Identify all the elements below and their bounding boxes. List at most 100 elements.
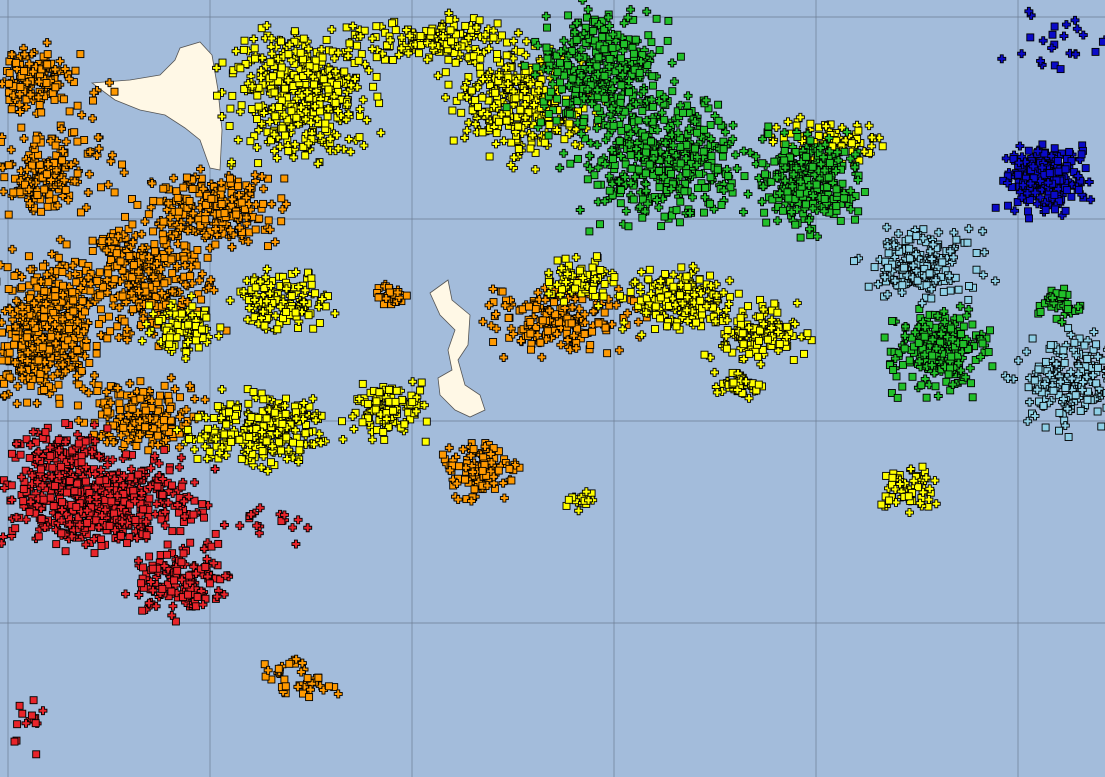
- plus-marker: [267, 199, 277, 209]
- plus-marker: [23, 348, 33, 357]
- square-marker: [180, 241, 189, 250]
- square-marker: [0, 379, 8, 388]
- square-marker: [70, 128, 79, 137]
- square-marker: [107, 256, 115, 264]
- plus-marker: [70, 269, 80, 279]
- square-marker: [73, 401, 82, 410]
- square-marker: [526, 317, 535, 326]
- square-marker: [331, 98, 340, 107]
- square-marker: [392, 386, 401, 395]
- plus-marker: [53, 201, 63, 211]
- square-marker: [52, 151, 61, 160]
- plus-marker: [583, 5, 593, 14]
- square-marker: [592, 252, 601, 261]
- plus-marker: [86, 279, 96, 289]
- square-marker: [86, 286, 95, 295]
- square-marker: [476, 54, 485, 63]
- square-marker: [531, 305, 540, 314]
- square-marker: [92, 349, 101, 358]
- square-marker: [475, 16, 484, 25]
- square-marker: [201, 200, 210, 209]
- square-marker: [133, 200, 142, 209]
- plus-marker: [76, 283, 86, 293]
- square-marker: [656, 293, 665, 302]
- square-marker: [165, 333, 174, 342]
- square-marker: [558, 285, 566, 294]
- square-marker: [290, 27, 299, 36]
- plus-marker: [930, 476, 940, 486]
- square-marker: [695, 275, 704, 284]
- square-marker: [402, 291, 411, 300]
- plus-marker: [251, 176, 260, 186]
- plus-marker: [0, 187, 8, 197]
- square-marker: [282, 308, 291, 316]
- square-marker: [273, 325, 282, 334]
- square-marker: [461, 21, 470, 30]
- plus-marker: [128, 237, 138, 247]
- square-marker: [151, 292, 160, 301]
- plus-marker: [441, 93, 450, 102]
- square-marker: [251, 225, 260, 234]
- square-marker: [40, 313, 49, 322]
- square-marker: [310, 80, 318, 89]
- square-marker: [380, 435, 389, 444]
- plus-marker: [245, 183, 255, 193]
- square-marker: [253, 115, 261, 123]
- square-marker: [676, 197, 685, 206]
- square-marker: [385, 385, 394, 394]
- square-marker: [154, 316, 163, 325]
- plus-marker: [17, 373, 27, 383]
- square-marker: [38, 343, 47, 352]
- square-marker: [40, 185, 49, 194]
- square-marker: [469, 52, 478, 61]
- square-marker: [610, 273, 619, 282]
- square-marker: [634, 165, 643, 174]
- square-marker: [237, 198, 246, 207]
- square-marker: [270, 88, 279, 97]
- square-marker: [478, 466, 487, 475]
- plus-marker: [931, 499, 941, 509]
- square-marker: [73, 101, 82, 110]
- square-marker: [271, 112, 280, 121]
- plus-marker: [195, 203, 205, 213]
- plus-marker: [152, 259, 162, 268]
- square-marker: [806, 119, 815, 128]
- plus-marker: [167, 286, 177, 296]
- square-marker: [159, 217, 168, 226]
- square-marker: [789, 356, 798, 364]
- plus-marker: [104, 236, 114, 246]
- square-marker: [274, 664, 283, 673]
- square-marker: [17, 283, 26, 292]
- square-marker: [724, 172, 733, 180]
- square-marker: [296, 48, 305, 57]
- plus-marker: [55, 235, 65, 245]
- square-marker: [318, 53, 327, 62]
- square-marker: [141, 406, 150, 415]
- square-marker: [729, 378, 738, 387]
- plus-marker: [102, 245, 112, 255]
- square-marker: [97, 183, 105, 192]
- square-marker: [514, 122, 523, 131]
- square-marker: [35, 101, 44, 109]
- square-marker: [683, 282, 692, 291]
- square-marker: [600, 308, 609, 317]
- square-marker: [144, 446, 153, 455]
- plus-marker: [241, 193, 251, 203]
- square-marker: [645, 265, 654, 274]
- square-marker: [85, 359, 94, 367]
- plus-marker: [102, 387, 112, 397]
- square-marker: [676, 52, 685, 61]
- square-marker: [197, 295, 206, 304]
- square-marker: [580, 330, 589, 338]
- square-marker: [532, 63, 541, 72]
- plus-marker: [17, 302, 27, 312]
- square-marker: [507, 476, 516, 485]
- square-marker: [280, 675, 289, 684]
- square-marker: [478, 128, 487, 137]
- square-marker: [540, 138, 549, 147]
- plus-marker: [559, 36, 569, 46]
- plus-marker: [58, 314, 68, 324]
- square-marker: [491, 88, 500, 97]
- square-marker: [42, 79, 51, 87]
